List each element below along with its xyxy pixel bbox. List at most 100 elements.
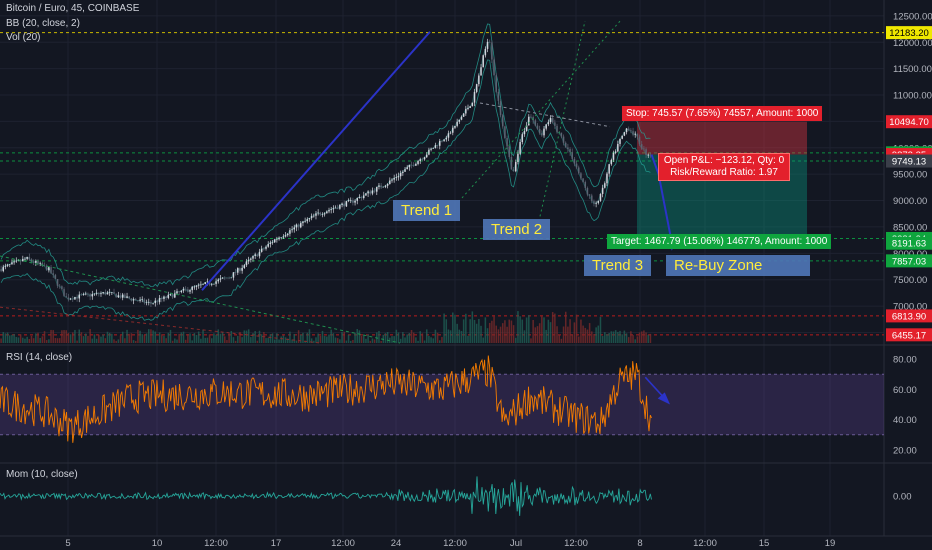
trend-3-label[interactable]: Trend 3 (584, 255, 652, 276)
trend-1-label[interactable]: Trend 1 (393, 200, 461, 221)
candle-body (119, 295, 122, 298)
candle-body (640, 144, 643, 149)
price-candles (0, 38, 652, 308)
candle-body (406, 167, 408, 170)
volume-bar (247, 329, 250, 343)
time-tick-label: 12:00 (693, 538, 717, 549)
volume-bar (6, 332, 9, 343)
candle-body (410, 164, 413, 166)
volume-bar (471, 311, 474, 343)
volume-bar (43, 331, 46, 343)
volume-bar (380, 340, 382, 343)
volume-bar (137, 329, 139, 343)
candle-body (178, 291, 180, 293)
time-tick-label: 19 (825, 538, 836, 549)
candle-body (161, 297, 163, 299)
rsi-legend[interactable]: RSI (14, close) (6, 352, 73, 363)
candle-body (471, 102, 474, 107)
volume-bar (174, 338, 176, 343)
vol-legend[interactable]: Vol (20) (6, 32, 41, 43)
time-tick-label: 10 (152, 538, 163, 549)
candle-body (247, 259, 250, 262)
candle-body (239, 268, 241, 271)
volume-bar (245, 330, 248, 343)
volume-bar (415, 337, 417, 343)
volume-bar (267, 337, 269, 343)
open-pnl-box[interactable]: Open P&L: −123.12, Qty: 0 Risk/Reward Ra… (658, 153, 790, 181)
rebuy-zone-label[interactable]: Re-Buy Zone (666, 255, 810, 276)
candle-body (480, 67, 482, 76)
candle-body (139, 299, 141, 301)
volume-bar (465, 313, 467, 343)
candle-body (393, 177, 395, 180)
bb-legend[interactable]: BB (20, close, 2) (6, 18, 80, 29)
candle-body (447, 133, 450, 138)
volume-bar (22, 337, 24, 343)
volume-bar (234, 340, 237, 343)
price-tick-label: 7500.00 (893, 275, 927, 286)
symbol-title[interactable]: Bitcoin / Euro, 45, COINBASE (6, 3, 140, 14)
candle-body (302, 221, 304, 224)
candle-body (541, 133, 543, 136)
candle-body (210, 284, 213, 285)
volume-bar (430, 337, 432, 343)
volume-bar (584, 327, 587, 343)
volume-bar (521, 319, 524, 343)
volume-bar (343, 331, 345, 343)
stop-label[interactable]: Stop: 745.57 (7.65%) 74557, Amount: 1000 (622, 106, 823, 121)
candle-body (601, 187, 604, 194)
risk-reward-text: Risk/Reward Ratio: 1.97 (670, 167, 778, 178)
fan-line-2 (539, 21, 586, 217)
resistance-line (479, 102, 611, 128)
candle-body (286, 233, 289, 236)
candle-body (276, 239, 278, 240)
volume-bar (295, 340, 298, 343)
candle-body (167, 294, 170, 299)
volume-bar (141, 334, 144, 343)
trend-2-label[interactable]: Trend 2 (483, 219, 551, 240)
volume-bar (393, 336, 395, 343)
target-label[interactable]: Target: 1467.79 (15.06%) 146779, Amount:… (607, 234, 832, 249)
volume-bar (543, 317, 545, 343)
volume-bar (378, 330, 380, 343)
candle-body (187, 289, 189, 292)
volume-bar (224, 336, 226, 343)
candle-body (573, 158, 576, 164)
volume-bar (512, 325, 515, 343)
price-label-bg (886, 26, 932, 40)
volume-bar (577, 336, 580, 343)
candle-body (458, 119, 461, 122)
candle-body (202, 284, 204, 285)
candle-body (376, 186, 378, 192)
volume-bar (508, 319, 511, 343)
candle-body (608, 164, 610, 174)
volume-bar (582, 325, 584, 343)
volume-bar (326, 336, 328, 343)
volume-bar (32, 338, 35, 343)
volume-bar (525, 317, 528, 343)
candle-body (228, 277, 230, 279)
candle-body (295, 224, 298, 228)
volume-bar (28, 339, 31, 343)
candle-body (432, 148, 435, 149)
candle-body (352, 200, 354, 203)
candle-body (300, 223, 302, 228)
candle-body (443, 139, 445, 142)
bb-line (0, 59, 651, 321)
volume-bar (0, 338, 2, 343)
candle-body (4, 265, 7, 267)
price-label-bg (886, 254, 932, 268)
candle-body (260, 248, 263, 252)
volume-bar (35, 333, 37, 343)
candle-body (319, 212, 322, 215)
volume-bar (454, 314, 456, 343)
mom-legend[interactable]: Mom (10, close) (6, 469, 78, 480)
candle-body (163, 296, 165, 299)
candle-body (452, 127, 454, 133)
candle-body (291, 229, 293, 231)
candle-body (95, 292, 98, 294)
candle-body (267, 244, 269, 247)
volume-bar (436, 332, 439, 343)
candle-body (634, 133, 636, 135)
volume-bar (78, 329, 81, 343)
